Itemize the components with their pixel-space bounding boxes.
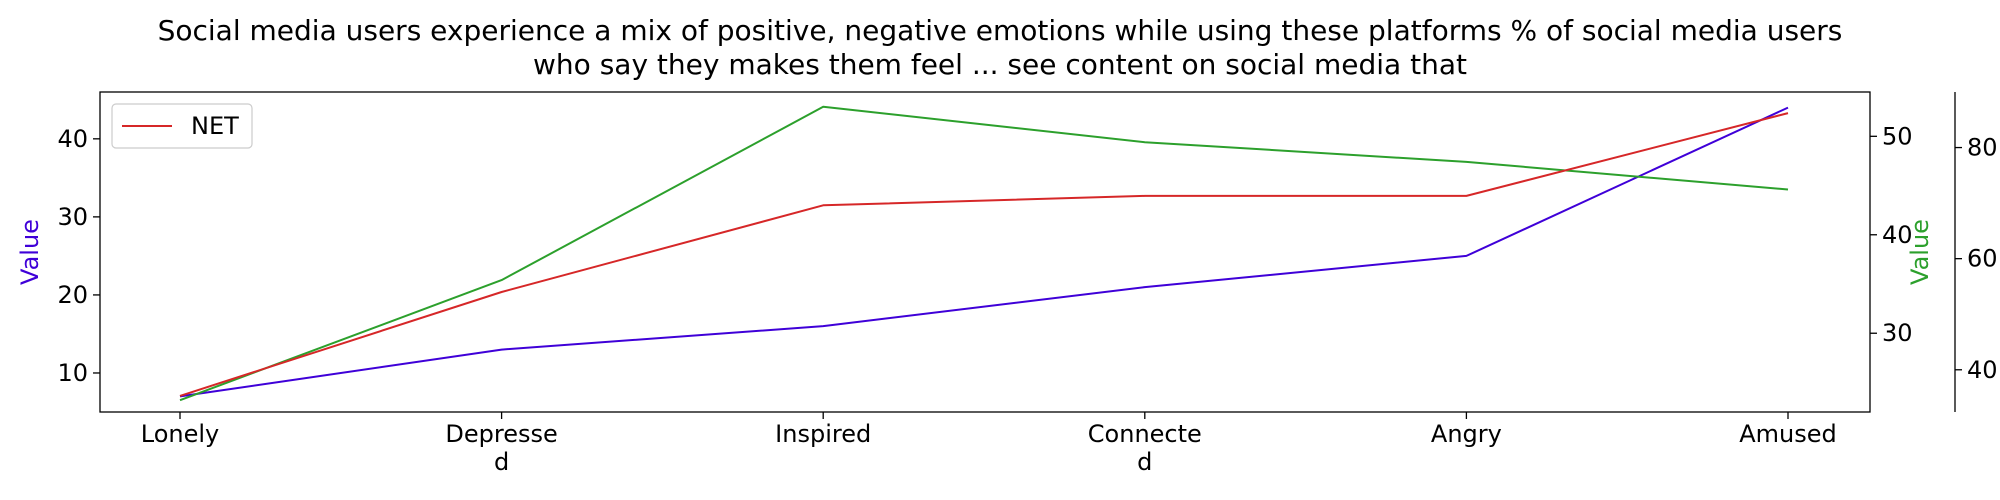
x-tick-label: Inspired xyxy=(775,420,871,448)
series-line-3 xyxy=(179,112,1789,397)
third-y-axis: 40 60 80 xyxy=(1955,134,1998,384)
left-axis-label: Value xyxy=(16,219,44,285)
plot-frame xyxy=(99,91,1871,413)
series-lines xyxy=(179,105,1789,402)
y-tick-label: 40 xyxy=(1967,356,1998,384)
y-tick-label: 10 xyxy=(57,359,88,387)
y-tick-label: 40 xyxy=(57,125,88,153)
y-tick-label: 30 xyxy=(57,203,88,231)
x-tick-label: Connecte xyxy=(1088,420,1202,448)
legend: NET xyxy=(111,103,253,149)
y-tick-label: 50 xyxy=(1882,122,1913,150)
x-tick-label: Depresse xyxy=(445,420,557,448)
legend-box xyxy=(111,103,253,149)
x-tick-label: Lonely xyxy=(141,420,219,448)
y-tick-label: 20 xyxy=(57,281,88,309)
y-tick-label: 30 xyxy=(1882,319,1913,347)
right-y-axis: 30 40 50 xyxy=(1870,122,1913,347)
y-tick-label: 80 xyxy=(1967,134,1998,162)
chart-title-line-2: who say they makes them feel ... see con… xyxy=(533,48,1467,81)
series-line-2 xyxy=(179,105,1789,402)
right-axis-label: Value xyxy=(1906,219,1934,285)
series-line-1 xyxy=(179,106,1789,398)
x-tick-label-continued: d xyxy=(1137,448,1152,476)
y-tick-label: 40 xyxy=(1882,221,1913,249)
chart-title-line-1: Social media users experience a mix of p… xyxy=(158,14,1843,47)
legend-label: NET xyxy=(191,112,239,140)
x-tick-label-continued: d xyxy=(494,448,509,476)
x-tick-label: Amused xyxy=(1739,420,1837,448)
x-tick-label: Angry xyxy=(1431,420,1502,448)
y-tick-label: 60 xyxy=(1967,245,1998,273)
left-y-axis: 10 20 30 40 xyxy=(57,125,100,387)
